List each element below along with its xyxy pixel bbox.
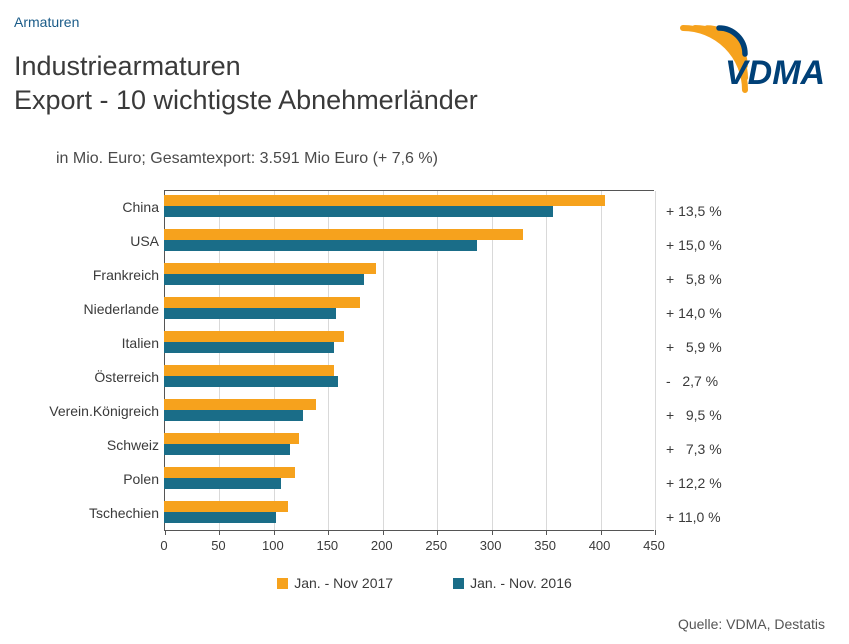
bar-b xyxy=(164,308,336,319)
x-axis-label: 350 xyxy=(525,538,565,553)
chart-subtitle: in Mio. Euro; Gesamtexport: 3.591 Mio Eu… xyxy=(56,150,438,168)
title-line-1: Industriearmaturen xyxy=(14,51,241,81)
legend-item: Jan. - Nov 2017 xyxy=(277,575,393,591)
percent-change: - 2,7 % xyxy=(666,373,816,389)
page-title: Industriearmaturen Export - 10 wichtigst… xyxy=(14,50,478,118)
bar-b xyxy=(164,240,477,251)
legend-item: Jan. - Nov. 2016 xyxy=(453,575,572,591)
country-label: Italien xyxy=(14,335,159,351)
bar-a xyxy=(164,331,344,342)
breadcrumb: Armaturen xyxy=(14,14,79,30)
bar-b xyxy=(164,444,290,455)
bar-a xyxy=(164,399,316,410)
country-label: USA xyxy=(14,233,159,249)
percent-change: + 9,5 % xyxy=(666,407,816,423)
country-label: Verein.Königreich xyxy=(14,403,159,419)
country-label: China xyxy=(14,199,159,215)
x-axis-label: 450 xyxy=(634,538,674,553)
percent-change: + 12,2 % xyxy=(666,475,816,491)
chart-row: Polen + 12,2 % xyxy=(14,462,834,496)
bar-a xyxy=(164,263,376,274)
source-citation: Quelle: VDMA, Destatis xyxy=(678,616,825,632)
bar-a xyxy=(164,195,605,206)
legend-label: Jan. - Nov 2017 xyxy=(294,575,393,591)
bar-b xyxy=(164,376,338,387)
x-axis-label: 0 xyxy=(144,538,184,553)
x-axis-label: 400 xyxy=(580,538,620,553)
bar-b xyxy=(164,478,281,489)
chart-row: Frankreich + 5,8 % xyxy=(14,258,834,292)
bar-b xyxy=(164,342,334,353)
legend-swatch-icon xyxy=(453,578,464,589)
bar-chart: 0 50 100 150 200 250 300 350 400 450 China + 13,5 %… xyxy=(14,190,834,570)
percent-change: + 14,0 % xyxy=(666,305,816,321)
chart-row: Italien + 5,9 % xyxy=(14,326,834,360)
logo-text: VDMA xyxy=(725,54,825,92)
x-axis-label: 50 xyxy=(198,538,238,553)
bar-b xyxy=(164,206,553,217)
percent-change: + 5,8 % xyxy=(666,271,816,287)
country-label: Tschechien xyxy=(14,505,159,521)
chart-row: China + 13,5 % xyxy=(14,190,834,224)
x-axis-label: 150 xyxy=(307,538,347,553)
bar-a xyxy=(164,229,523,240)
country-label: Österreich xyxy=(14,369,159,385)
chart-row: Niederlande + 14,0 % xyxy=(14,292,834,326)
percent-change: + 15,0 % xyxy=(666,237,816,253)
chart-row: Schweiz + 7,3 % xyxy=(14,428,834,462)
title-line-2: Export - 10 wichtigste Abnehmerländer xyxy=(14,85,478,115)
chart-row: Verein.Königreich + 9,5 % xyxy=(14,394,834,428)
chart-legend: Jan. - Nov 2017 Jan. - Nov. 2016 xyxy=(0,575,849,591)
legend-swatch-icon xyxy=(277,578,288,589)
country-label: Frankreich xyxy=(14,267,159,283)
x-axis-label: 100 xyxy=(253,538,293,553)
country-label: Polen xyxy=(14,471,159,487)
country-label: Niederlande xyxy=(14,301,159,317)
chart-row: Tschechien + 11,0 % xyxy=(14,496,834,530)
x-axis-label: 300 xyxy=(471,538,511,553)
bar-b xyxy=(164,512,276,523)
bar-b xyxy=(164,274,364,285)
percent-change: + 7,3 % xyxy=(666,441,816,457)
vdma-logo: VDMA xyxy=(625,20,825,100)
bar-a xyxy=(164,297,360,308)
bar-a xyxy=(164,433,299,444)
bar-a xyxy=(164,501,288,512)
percent-change: + 13,5 % xyxy=(666,203,816,219)
percent-change: + 5,9 % xyxy=(666,339,816,355)
x-axis-label: 200 xyxy=(362,538,402,553)
country-label: Schweiz xyxy=(14,437,159,453)
bar-b xyxy=(164,410,303,421)
bar-a xyxy=(164,365,334,376)
chart-row: USA + 15,0 % xyxy=(14,224,834,258)
x-tick xyxy=(655,530,656,535)
chart-row: Österreich - 2,7 % xyxy=(14,360,834,394)
x-axis-label: 250 xyxy=(416,538,456,553)
percent-change: + 11,0 % xyxy=(666,509,816,525)
legend-label: Jan. - Nov. 2016 xyxy=(470,575,572,591)
x-axis xyxy=(164,530,654,531)
bar-a xyxy=(164,467,295,478)
